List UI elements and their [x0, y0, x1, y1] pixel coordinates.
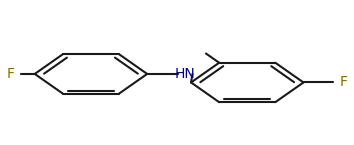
Text: F: F: [7, 67, 15, 81]
Text: HN: HN: [175, 67, 195, 81]
Text: F: F: [339, 75, 347, 89]
